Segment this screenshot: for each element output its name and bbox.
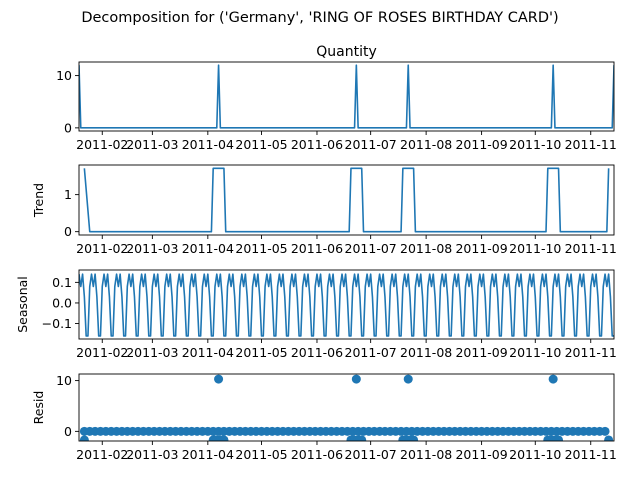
x-tick-label: 2011-02 [76,447,128,462]
x-tick-label: 2011-05 [235,447,287,462]
x-tick-label: 2011-09 [455,241,507,256]
x-tick-label: 2011-07 [345,447,397,462]
x-tick-label: 2011-06 [291,137,343,152]
x-tick-label: 2011-04 [182,447,234,462]
x-tick-label: 2011-06 [291,241,343,256]
x-tick-label: 2011-11 [565,241,617,256]
resid-point-dip [604,435,614,441]
x-tick-label: 2011-07 [345,241,397,256]
y-tick-label: 0.1 [52,275,72,290]
y-tick-label: 10 [56,68,72,83]
data-group [79,273,614,337]
x-tick-label: 2011-11 [565,137,617,152]
panel-title: Quantity [316,44,377,60]
axes-frame [78,269,615,340]
resid-point-dip [79,435,89,441]
x-tick-label: 2011-09 [455,137,507,152]
data-group [79,64,614,129]
y-tick-label: 0 [64,224,72,239]
x-tick-label: 2011-05 [235,345,287,360]
x-tick-label: 2011-09 [455,345,507,360]
x-tick-label: 2011-04 [182,137,234,152]
resid-point-dip [554,435,564,441]
resid-point-dip [357,435,367,441]
x-tick-label: 2011-05 [235,241,287,256]
x-tick-label: 2011-11 [565,447,617,462]
x-tick-label: 2011-11 [565,345,617,360]
x-tick-label: 2011-10 [509,241,561,256]
x-tick-label: 2011-09 [455,447,507,462]
x-tick-label: 2011-05 [235,137,287,152]
resid-point-spike [403,374,413,384]
y-tick-label: 0 [64,120,72,135]
axes-frame [78,61,615,132]
y-axis-label: Resid [31,391,46,425]
figure-suptitle: Decomposition for ('Germany', 'RING OF R… [81,10,558,26]
data-group [83,167,610,233]
x-tick-label: 2011-04 [182,241,234,256]
y-tick-label: 10 [56,373,72,388]
x-tick-label: 2011-03 [126,137,178,152]
resid-point-dip [409,435,419,441]
x-tick-label: 2011-04 [182,345,234,360]
series-line [79,64,614,129]
x-tick-label: 2011-06 [291,345,343,360]
x-tick-label: 2011-08 [400,137,452,152]
axes-frame [78,373,615,442]
series-line [83,167,610,233]
resid-point-dip [219,435,229,441]
x-tick-label: 2011-02 [76,345,128,360]
x-tick-label: 2011-10 [509,345,561,360]
resid-point-spike [548,374,558,384]
y-tick-label: 0.0 [52,295,72,310]
y-tick-label: 0 [64,424,72,439]
x-tick-label: 2011-02 [76,241,128,256]
resid-point [600,426,610,436]
x-tick-label: 2011-03 [126,241,178,256]
x-tick-label: 2011-03 [126,447,178,462]
resid-point-spike [214,374,224,384]
x-tick-label: 2011-08 [400,241,452,256]
y-tick-label: −0.1 [42,316,72,331]
x-tick-label: 2011-07 [345,345,397,360]
x-tick-label: 2011-02 [76,137,128,152]
data-group [79,374,614,441]
x-tick-label: 2011-08 [400,345,452,360]
resid-point-spike [351,374,361,384]
x-tick-label: 2011-10 [509,137,561,152]
y-axis-label: Trend [31,183,46,218]
y-axis-label: Seasonal [15,276,30,333]
x-tick-label: 2011-03 [126,345,178,360]
x-tick-label: 2011-06 [291,447,343,462]
y-tick-label: 1 [64,187,72,202]
x-tick-label: 2011-08 [400,447,452,462]
axes-frame [78,164,615,236]
x-tick-label: 2011-10 [509,447,561,462]
seasonal-line [79,273,614,337]
x-tick-label: 2011-07 [345,137,397,152]
